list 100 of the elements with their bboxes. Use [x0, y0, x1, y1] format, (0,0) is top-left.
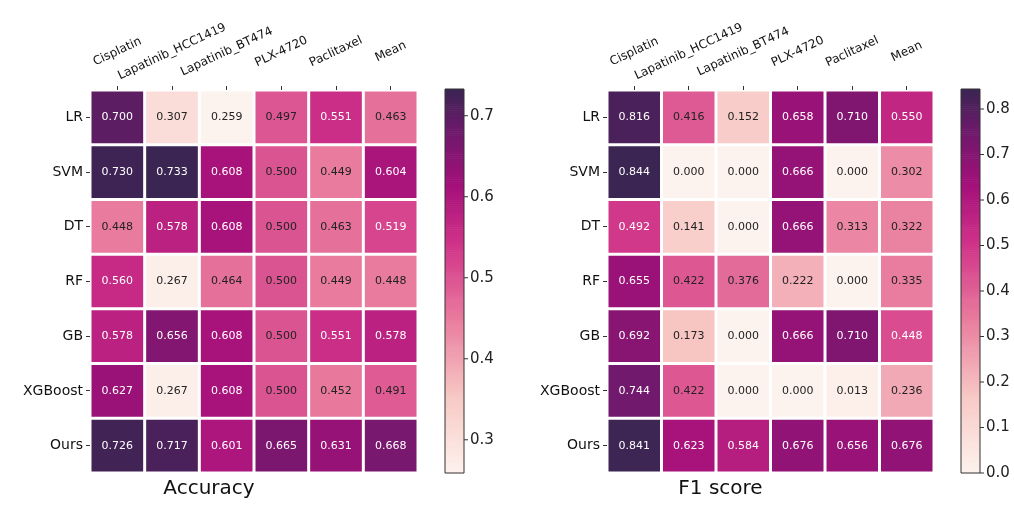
data-label: 0.416	[673, 110, 705, 124]
data-label: 0.551	[320, 329, 352, 343]
text: Accuracy	[163, 475, 255, 500]
data-label: 0.497	[265, 110, 298, 124]
x-tick-label: Mean	[372, 37, 409, 65]
data-label: 0.322	[891, 219, 923, 233]
data-label: 0.665	[265, 438, 298, 452]
data-label: 0.726	[101, 438, 134, 452]
color-bar-label: 0.6	[470, 186, 494, 205]
data-label: 0.658	[782, 110, 814, 124]
y-tick-label: XGBoost	[23, 381, 84, 398]
color-bar-label: 0.4	[470, 348, 494, 367]
data-label: 0.222	[782, 274, 814, 288]
data-label: 0.844	[618, 164, 650, 178]
data-label: 0.550	[891, 110, 923, 124]
data-label: 0.608	[210, 219, 243, 233]
data-label: 0.710	[836, 329, 868, 343]
data-label: 0.492	[618, 219, 650, 233]
data-label: 0.236	[891, 383, 923, 397]
data-label: 0.000	[727, 383, 759, 397]
data-label: 0.000	[727, 164, 759, 178]
color-bar-label: 0.5	[986, 235, 1010, 254]
data-label: 0.841	[618, 438, 650, 452]
data-label: 0.452	[320, 383, 352, 397]
data-label: 0.578	[374, 329, 407, 343]
color-bar-label: 0.7	[470, 105, 494, 124]
y-tick-label: Ours	[50, 436, 83, 453]
data-label: 0.692	[618, 329, 650, 343]
data-label: 0.000	[727, 219, 759, 233]
color-bar-label: 0.3	[986, 326, 1010, 345]
data-label: 0.601	[210, 438, 243, 452]
color-bar-label: 0.2	[986, 371, 1010, 390]
data-label: 0.000	[836, 164, 868, 178]
data-label: 0.335	[891, 274, 923, 288]
data-label: 0.578	[101, 329, 134, 343]
y-tick-label: GB	[579, 326, 600, 343]
data-label: 0.631	[320, 438, 352, 452]
data-label: 0.656	[156, 329, 188, 343]
y-tick-label: XGBoost	[540, 381, 601, 398]
data-label: 0.717	[156, 438, 188, 452]
data-label: 0.744	[618, 383, 650, 397]
data-label: 0.000	[727, 329, 759, 343]
data-label: 0.259	[210, 110, 243, 124]
data-label: 0.656	[836, 438, 868, 452]
y-tick-label: Ours	[567, 436, 600, 453]
data-label: 0.449	[320, 274, 352, 288]
data-label: 0.666	[782, 219, 814, 233]
data-label: 0.733	[156, 164, 188, 178]
color-bar-label: 0.8	[986, 98, 1010, 117]
data-label: 0.463	[320, 219, 352, 233]
data-label: 0.623	[673, 438, 705, 452]
data-label: 0.267	[156, 383, 188, 397]
color-bar-label: 0.3	[470, 429, 494, 448]
y-tick-label: RF	[582, 272, 600, 289]
data-label: 0.500	[265, 274, 298, 288]
y-tick-label: SVM	[52, 162, 83, 179]
data-label: 0.000	[836, 274, 868, 288]
data-label: 0.152	[727, 110, 759, 124]
data-label: 0.000	[673, 164, 705, 178]
data-label: 0.500	[265, 219, 298, 233]
data-label: 0.422	[673, 274, 705, 288]
x-tick-label: Mean	[888, 37, 925, 65]
data-label: 0.655	[618, 274, 650, 288]
data-label: 0.627	[101, 383, 134, 397]
data-label: 0.676	[891, 438, 923, 452]
color-bar-label: 0.7	[986, 144, 1010, 163]
data-label: 0.491	[374, 383, 407, 397]
data-label: 0.519	[374, 219, 407, 233]
data-label: 0.000	[782, 383, 814, 397]
color-bar-label: 0.1	[986, 417, 1010, 436]
data-label: 0.668	[374, 438, 407, 452]
color-bar-label: 0.0	[986, 462, 1010, 481]
data-label: 0.173	[673, 329, 705, 343]
data-label: 0.676	[782, 438, 814, 452]
data-label: 0.584	[727, 438, 759, 452]
text: F1 score	[678, 475, 763, 500]
y-tick-label: DT	[580, 217, 601, 234]
data-label: 0.448	[891, 329, 923, 343]
data-label: 0.730	[101, 164, 134, 178]
data-label: 0.500	[265, 383, 298, 397]
data-label: 0.551	[320, 110, 352, 124]
data-label: 0.013	[836, 383, 868, 397]
data-label: 0.463	[374, 110, 407, 124]
data-label: 0.816	[618, 110, 650, 124]
y-tick-label: GB	[62, 326, 83, 343]
color-bar-label: 0.5	[470, 267, 494, 286]
data-label: 0.666	[782, 329, 814, 343]
data-label: 0.313	[836, 219, 868, 233]
y-tick-label: LR	[65, 108, 84, 124]
data-label: 0.608	[210, 329, 243, 343]
data-label: 0.449	[320, 164, 352, 178]
color-bar-label: 0.6	[986, 189, 1010, 208]
color-bar-label: 0.4	[986, 280, 1010, 299]
data-label: 0.700	[101, 110, 134, 124]
data-label: 0.710	[836, 110, 868, 124]
data-label: 0.608	[210, 383, 243, 397]
data-label: 0.302	[891, 164, 923, 178]
data-label: 0.604	[374, 164, 407, 178]
data-label: 0.307	[156, 110, 188, 124]
data-label: 0.267	[156, 274, 188, 288]
